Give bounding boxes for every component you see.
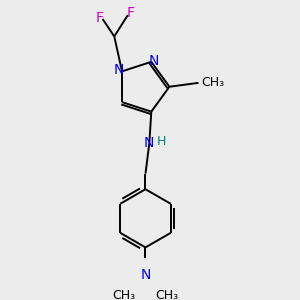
Text: N: N (114, 63, 124, 77)
Text: N: N (149, 54, 159, 68)
Text: F: F (96, 11, 104, 25)
Text: CH₃: CH₃ (112, 290, 136, 300)
Text: H: H (156, 135, 166, 148)
Text: CH₃: CH₃ (201, 76, 224, 89)
Text: N: N (143, 136, 154, 150)
Text: F: F (127, 6, 135, 20)
Text: N: N (140, 268, 151, 282)
Text: CH₃: CH₃ (155, 290, 178, 300)
